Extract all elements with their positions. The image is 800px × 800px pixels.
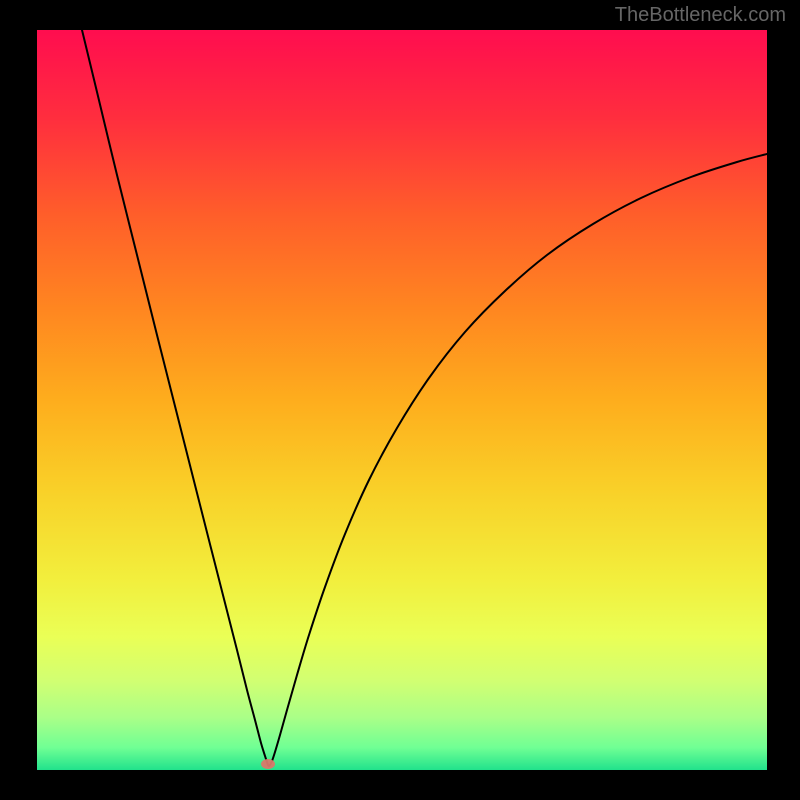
gradient-background <box>37 30 767 770</box>
plot-area <box>37 30 767 770</box>
bottleneck-curve-svg <box>37 30 767 770</box>
minimum-marker <box>261 759 275 769</box>
watermark-text: TheBottleneck.com <box>615 4 786 27</box>
chart-container: TheBottleneck.com <box>0 0 800 800</box>
